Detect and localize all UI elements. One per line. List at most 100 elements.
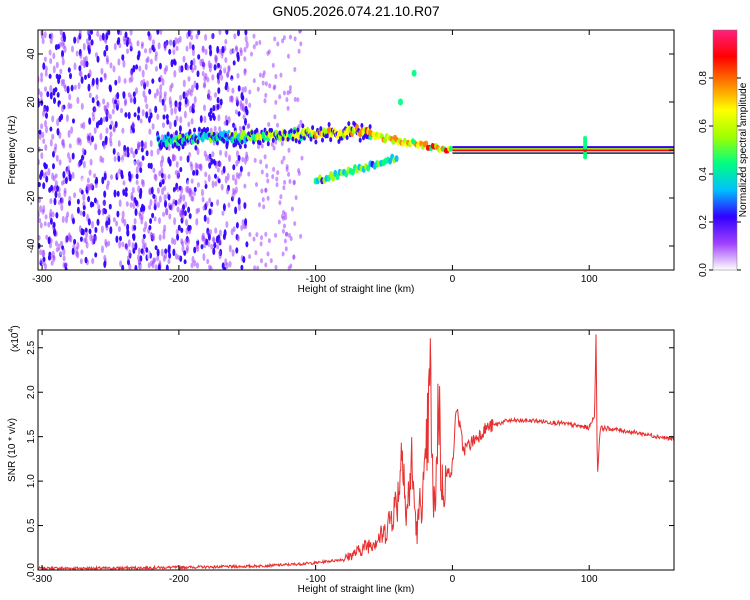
noise-cell [248,254,252,260]
noise-cell [113,43,117,51]
noise-cell [149,140,153,148]
track-halo [314,139,318,145]
noise-cell [210,158,214,165]
noise-cell [61,50,64,57]
noise-cell [95,94,99,101]
noise-cell [193,190,196,197]
noise-cell [72,243,76,250]
noise-cell [243,46,247,53]
track-halo [243,143,247,149]
noise-cell [62,248,66,256]
noise-cell [232,226,236,233]
noise-cell [163,104,167,113]
x-tick-label: 100 [581,274,598,285]
noise-cell [255,41,259,46]
track-halo [230,132,234,137]
noise-cell [173,238,177,246]
noise-cell [103,190,107,198]
track-halo [368,124,372,130]
steady-line-band [452,149,674,151]
noise-cell [154,105,158,114]
noise-cell [185,218,188,227]
noise-cell [62,142,66,149]
noise-cell [196,182,200,188]
noise-cell [87,83,91,92]
noise-cell [130,254,134,262]
noise-cell [183,250,187,256]
snr-x-ticks: -300 -200 -100 0 100 [32,330,598,585]
noise-cell [257,144,260,150]
noise-cell [77,115,81,122]
noise-cell [128,249,132,257]
noise-cell [109,131,113,138]
noise-cell [135,87,138,95]
noise-cell [217,178,221,184]
noise-cell [188,105,192,113]
noise-cell [201,188,204,197]
noise-cell [133,224,137,231]
noise-cell [41,209,45,215]
noise-cell [184,96,188,105]
noise-cell [124,31,128,39]
noise-cell [55,154,59,162]
noise-cell [213,160,217,166]
noise-cell [237,85,241,92]
noise-cell [101,245,104,254]
noise-cell [83,237,87,243]
noise-cell [192,102,196,109]
noise-cell [273,114,277,120]
noise-cell [126,229,130,237]
noise-cell [174,199,178,206]
noise-cell [173,106,177,115]
noise-cell [47,236,51,245]
noise-cell [224,150,228,158]
noise-cell [187,206,191,214]
noise-cell [226,72,229,78]
noise-cell [180,238,184,245]
noise-cell [78,225,82,233]
noise-cell [165,208,169,216]
noise-cell [112,217,116,223]
colorbar-tick-label: 0.4 [698,167,709,181]
noise-cell [144,63,148,71]
noise-cell [244,30,248,36]
snr-x-label: Height of straight line (km) [298,584,415,595]
noise-cell [49,198,53,204]
svg-text:(x104): (x104) [8,325,21,352]
noise-cell [216,96,220,104]
noise-cell [234,178,238,186]
noise-cell [80,102,84,110]
noise-cell [208,208,212,216]
noise-cell [271,62,275,68]
noise-cell [253,157,257,163]
noise-cell [91,220,94,229]
noise-cell [230,78,234,87]
snr-frame [37,329,675,571]
noise-cell [250,51,253,57]
noise-cell [187,76,191,82]
noise-cell [244,97,248,105]
noise-cell [237,30,240,37]
noise-cell [73,84,77,91]
noise-cell [271,174,275,180]
noise-cell [173,217,177,226]
noise-cell [76,206,80,214]
noise-cell [53,147,57,154]
noise-cell [151,212,155,219]
noise-cell [186,64,190,71]
noise-cell [235,247,239,254]
noise-cell [207,241,211,247]
noise-cell [140,217,144,225]
noise-cell [234,45,238,52]
noise-cell [204,48,208,56]
noise-cell [237,197,241,206]
noise-cell [243,86,247,93]
y-tick-label: 2.5 [26,340,37,354]
track-cell [424,140,429,147]
noise-cell [236,234,240,242]
noise-cell [62,255,66,262]
track-halo [325,133,329,139]
noise-cell [193,96,197,104]
noise-cell [259,159,263,165]
noise-cell [82,60,86,69]
